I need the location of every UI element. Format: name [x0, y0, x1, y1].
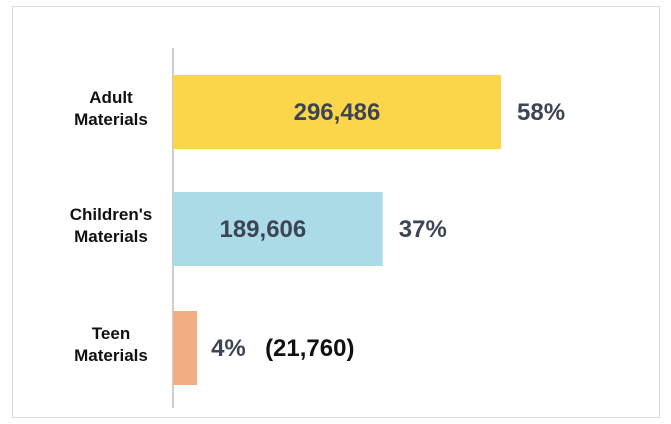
percent-label-0: 58% [517, 99, 565, 126]
bar-0 [173, 75, 501, 149]
value-label-0: 296,486 [294, 99, 381, 126]
value-label-2: (21,760) [265, 335, 354, 362]
labels-group: Adult Materials 296,486 58% Children's Materi… [70, 88, 565, 365]
bar-2 [173, 311, 198, 385]
value-label-1: 189,606 [219, 216, 306, 243]
bar-1 [173, 192, 383, 266]
category-label-0: Adult Materials [74, 88, 148, 129]
category-label-2: Teen Materials [74, 324, 148, 365]
percent-label-1: 37% [399, 216, 447, 243]
category-label-1: Children's Materials [70, 205, 152, 246]
bars-group [173, 75, 501, 385]
percent-label-2: 4% [211, 335, 246, 362]
